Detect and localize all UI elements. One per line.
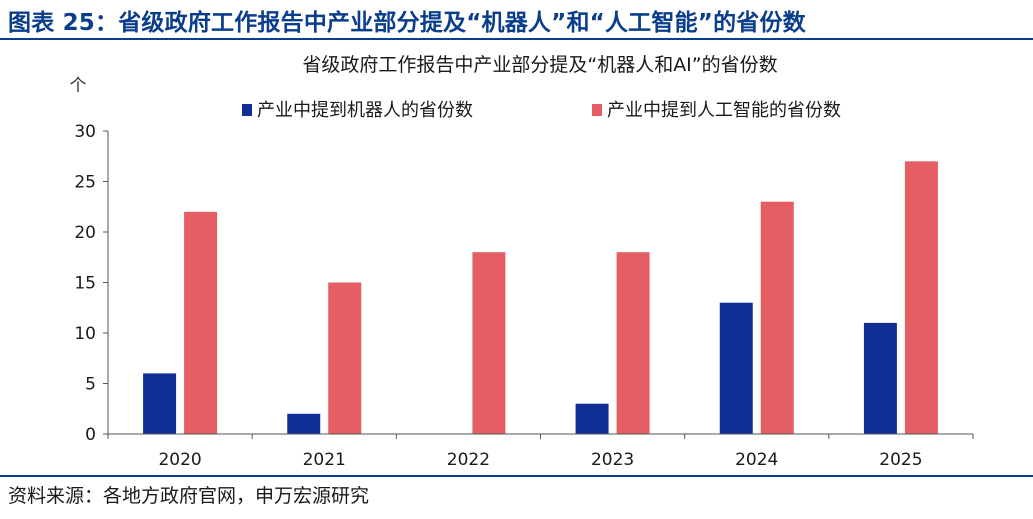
legend-swatch — [242, 104, 252, 116]
y-tick-label: 30 — [74, 122, 96, 142]
chart-title: 省级政府工作报告中产业部分提及“机器人和AI”的省份数 — [302, 54, 777, 76]
x-tick-label: 2025 — [879, 450, 922, 470]
bar-chart: 省级政府工作报告中产业部分提及“机器人和AI”的省份数 个 产业中提到机器人的省… — [70, 54, 974, 470]
y-tick-label: 15 — [74, 274, 96, 294]
x-tick-label: 2023 — [591, 450, 634, 470]
bar-ai — [184, 211, 218, 434]
bar-robot — [575, 403, 609, 434]
y-tick-label: 0 — [85, 425, 96, 445]
bar-robot — [287, 413, 321, 434]
y-tick-label: 5 — [85, 375, 96, 395]
legend: 产业中提到机器人的省份数 产业中提到人工智能的省份数 — [242, 100, 841, 121]
source-note: 资料来源：各地方政府官网，申万宏源研究 — [8, 485, 370, 507]
x-tick-label: 2024 — [735, 450, 778, 470]
y-tick-label: 20 — [74, 223, 96, 243]
source-rule — [0, 475, 1033, 477]
bars — [143, 161, 938, 435]
figure-title: 图表 25：省级政府工作报告中产业部分提及“机器人”和“人工智能”的省份数 — [8, 10, 806, 36]
y-tick-label: 25 — [74, 173, 96, 193]
x-tick-label: 2020 — [158, 450, 201, 470]
y-tick-label: 10 — [74, 324, 96, 344]
legend-label: 产业中提到人工智能的省份数 — [607, 100, 841, 121]
bar-robot — [863, 322, 897, 434]
title-rule — [0, 38, 1033, 40]
bar-robot — [143, 373, 177, 434]
bar-ai — [904, 161, 938, 435]
bar-ai — [328, 282, 362, 434]
legend-swatch — [592, 104, 602, 116]
y-axis-unit: 个 — [70, 76, 87, 96]
bar-ai — [472, 252, 506, 434]
legend-label: 产业中提到机器人的省份数 — [257, 100, 473, 121]
x-tick-label: 2021 — [303, 450, 346, 470]
bar-ai — [760, 201, 794, 434]
bar-robot — [719, 302, 753, 434]
bar-ai — [616, 252, 650, 434]
x-tick-label: 2022 — [447, 450, 490, 470]
